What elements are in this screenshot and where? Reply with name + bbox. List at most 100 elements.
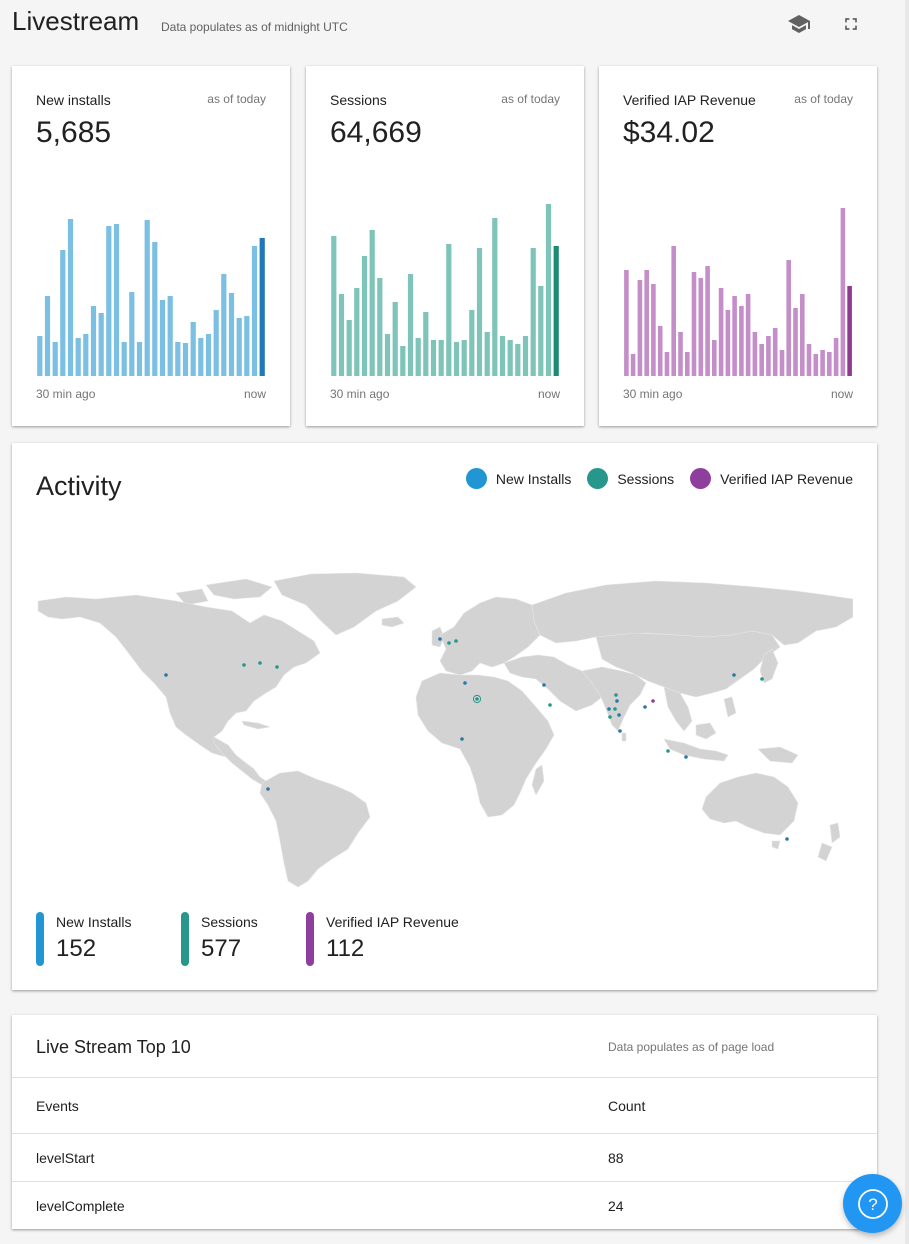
chart-bar xyxy=(840,208,846,376)
scrollbar[interactable] xyxy=(905,0,909,1244)
map-south-america xyxy=(259,770,371,888)
svg-text:?: ? xyxy=(868,1195,877,1214)
map-philippines xyxy=(723,696,737,718)
total-value: 152 xyxy=(56,935,97,962)
help-icon: ? xyxy=(857,1188,888,1219)
chart-bar xyxy=(144,220,150,376)
chart-bar xyxy=(476,248,483,376)
activity-marker xyxy=(242,663,246,667)
chart-bar xyxy=(52,342,58,376)
chart-bar xyxy=(725,310,731,376)
chart-bar xyxy=(553,246,559,376)
chart-bar xyxy=(461,340,467,376)
chart-bar xyxy=(244,316,250,376)
table-row[interactable]: levelStart 88 xyxy=(12,1133,877,1181)
total-value: 112 xyxy=(326,935,365,962)
chart-bar xyxy=(37,336,43,376)
kpi-card-verified-iap-revenue: Verified IAP Revenue as of today $34.02 … xyxy=(599,66,877,426)
activity-marker xyxy=(608,715,612,719)
chart-bar xyxy=(624,270,629,376)
chart-bar xyxy=(718,288,724,376)
page-subtitle: Data populates as of midnight UTC xyxy=(161,20,348,34)
chart-bar xyxy=(793,308,798,376)
top10-title: Live Stream Top 10 xyxy=(36,1037,191,1057)
chart-bar xyxy=(847,286,852,376)
activity-marker xyxy=(684,755,688,759)
map-china xyxy=(595,630,781,698)
map-greenland xyxy=(273,572,417,636)
chart-bar xyxy=(827,352,832,376)
total-label: New Installs xyxy=(56,914,132,930)
chart-bar xyxy=(806,344,812,376)
chart-bar xyxy=(507,340,513,376)
activity-marker xyxy=(785,837,789,841)
kpi-value: 64,669 xyxy=(330,116,422,149)
school-icon[interactable] xyxy=(785,10,813,38)
activity-markers xyxy=(164,637,789,841)
chart-bar xyxy=(522,336,529,376)
chart-bar xyxy=(813,354,819,376)
chart-bar xyxy=(637,280,643,376)
event-name: levelStart xyxy=(36,1149,95,1166)
map-europe xyxy=(439,596,541,676)
activity-marker xyxy=(614,693,618,697)
chart-bar xyxy=(369,230,375,376)
world-map[interactable] xyxy=(36,571,853,889)
chart-bar xyxy=(361,256,368,376)
legend-dot xyxy=(587,468,609,489)
chart-bar xyxy=(538,286,544,376)
chart-bar xyxy=(129,292,135,376)
total-value: 577 xyxy=(201,935,242,962)
activity-marker xyxy=(542,683,546,687)
chart-bar xyxy=(499,336,506,376)
fullscreen-icon[interactable] xyxy=(837,10,865,38)
activity-marker xyxy=(607,707,611,711)
kpi-start-label: 30 min ago xyxy=(330,387,390,401)
chart-bar xyxy=(515,344,521,376)
map-australia xyxy=(701,772,799,836)
chart-bar xyxy=(644,270,649,376)
page-header: Livestream Data populates as of midnight… xyxy=(12,6,882,42)
column-header-count[interactable]: Count xyxy=(608,1097,646,1114)
total-color-bar xyxy=(181,912,189,966)
total-label: Verified IAP Revenue xyxy=(326,914,459,930)
table-row[interactable]: levelComplete 24 xyxy=(12,1181,877,1229)
column-header-events[interactable]: Events xyxy=(36,1097,79,1114)
chart-bar xyxy=(800,294,805,376)
chart-bar xyxy=(400,346,406,376)
total-color-bar xyxy=(36,912,44,966)
legend-verified-iap-revenue[interactable]: Verified IAP Revenue xyxy=(690,468,853,489)
kpi-card-sessions: Sessions as of today 64,669 30 min ago n… xyxy=(306,66,584,426)
chart-bar xyxy=(159,300,166,376)
legend-sessions[interactable]: Sessions xyxy=(587,468,674,489)
help-button[interactable]: ? xyxy=(843,1174,902,1233)
map-middle-east xyxy=(503,654,603,712)
legend-label: Verified IAP Revenue xyxy=(720,470,853,487)
activity-card: Activity New Installs Sessions Verified … xyxy=(12,443,877,990)
total-verified-iap-revenue: Verified IAP Revenue 112 xyxy=(306,912,496,966)
chart-bar xyxy=(175,342,181,376)
legend-label: Sessions xyxy=(617,470,675,487)
chart-bar xyxy=(75,338,81,376)
chart-bar xyxy=(820,350,825,376)
chart-bar xyxy=(484,332,490,376)
chart-bar xyxy=(60,250,66,376)
activity-marker xyxy=(275,665,279,669)
activity-marker-pulse xyxy=(472,694,482,704)
activity-title: Activity xyxy=(36,471,122,501)
chart-bar xyxy=(530,248,536,376)
activity-marker xyxy=(651,699,655,703)
chart-bar xyxy=(739,306,744,376)
total-label: Sessions xyxy=(201,914,258,930)
activity-legend: New Installs Sessions Verified IAP Reven… xyxy=(450,468,853,489)
chart-bar xyxy=(331,236,337,376)
chart-bar xyxy=(190,322,196,376)
legend-new-installs[interactable]: New Installs xyxy=(465,468,571,489)
chart-bar xyxy=(90,306,97,376)
chart-bar xyxy=(384,334,391,376)
kpi-start-label: 30 min ago xyxy=(36,387,96,401)
activity-marker xyxy=(618,729,622,733)
chart-bar xyxy=(833,338,839,376)
kpi-end-label: now xyxy=(830,387,853,401)
page-title: Livestream xyxy=(12,6,140,36)
